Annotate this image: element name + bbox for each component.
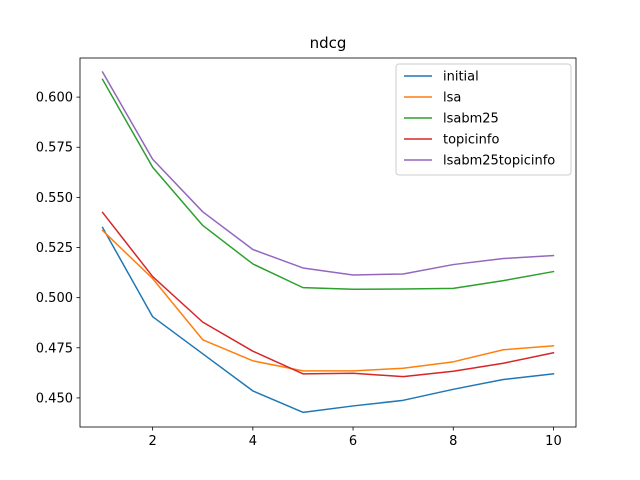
series-line-lsabm25	[101, 78, 555, 290]
legend-box	[395, 63, 572, 176]
y-tick-label: 0.475	[36, 341, 73, 356]
y-tick-label: 0.550	[36, 191, 73, 206]
plot-frame	[79, 57, 577, 428]
axes-group: 2 4 6 8 10 0.450 0.475 0.500 0.525 0.550 0.575 0.60…	[36, 57, 577, 449]
x-tick-label: 4	[249, 434, 257, 449]
chart-title: ndcg	[310, 34, 347, 52]
x-tick-label: 8	[449, 434, 457, 449]
x-tick-label: 6	[349, 434, 357, 449]
y-tick-label: 0.600	[36, 91, 73, 106]
y-tick-label: 0.450	[36, 391, 73, 406]
series-line-lsabm25topicinfo	[101, 71, 555, 276]
series-line-topicinfo	[101, 211, 555, 378]
series-lines-group	[101, 71, 555, 414]
legend-label-lsabm25topicinfo: lsabm25topicinfo	[443, 154, 555, 169]
y-tick-label: 0.525	[36, 241, 73, 256]
legend-label-lsa: lsa	[443, 91, 461, 106]
legend: initiallsalsabm25topicinfolsabm25topicin…	[395, 63, 572, 176]
series-line-lsa	[101, 229, 555, 372]
y-tick-label: 0.500	[36, 291, 73, 306]
x-tick-label: 10	[545, 434, 562, 449]
series-line-initial	[101, 226, 555, 414]
y-tick-label: 0.575	[36, 141, 73, 156]
legend-label-lsabm25: lsabm25	[443, 112, 499, 127]
legend-label-initial: initial	[443, 70, 479, 85]
x-tick-label: 2	[149, 434, 157, 449]
legend-label-topicinfo: topicinfo	[443, 133, 499, 148]
